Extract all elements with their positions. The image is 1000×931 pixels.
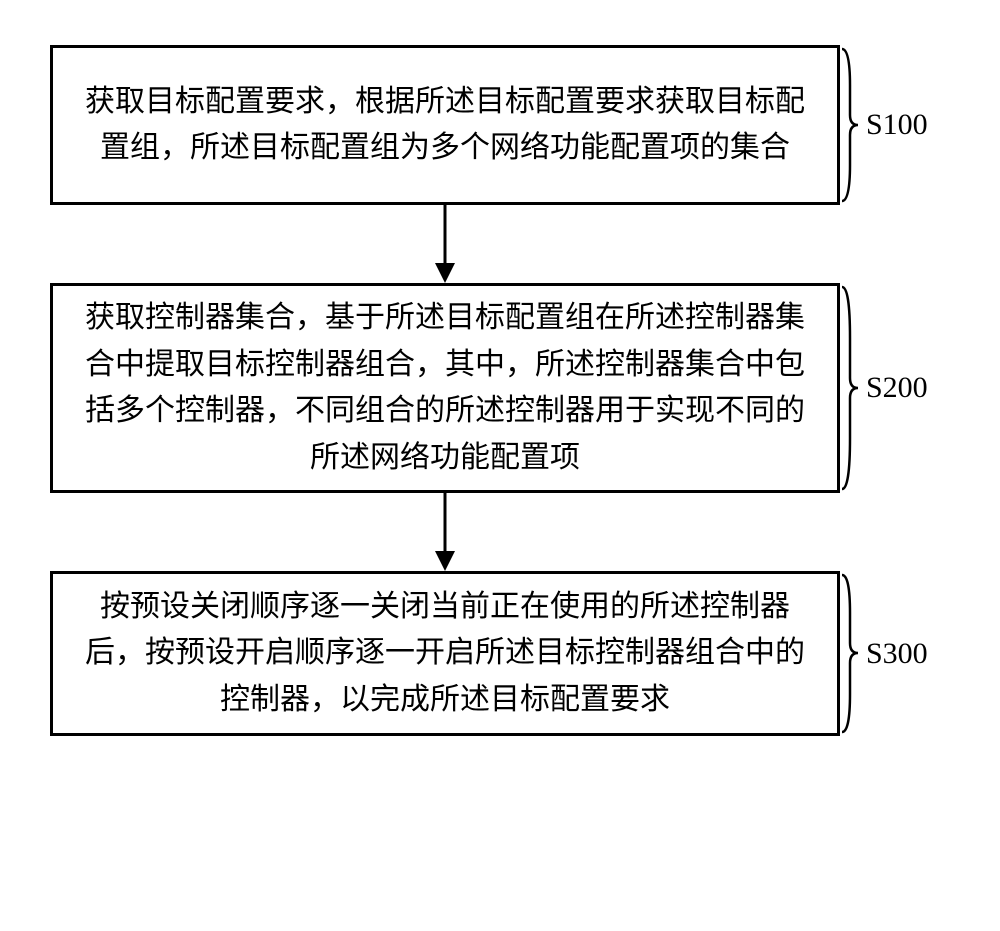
- step-brace-s200: S200: [840, 283, 928, 493]
- brace-icon: [840, 45, 860, 205]
- step-label-s200: S200: [860, 371, 928, 405]
- flowchart-container: 获取目标配置要求，根据所述目标配置要求获取目标配置组，所述目标配置组为多个网络功…: [50, 45, 950, 736]
- step-brace-s300: S300: [840, 571, 928, 736]
- step-box-s100: 获取目标配置要求，根据所述目标配置要求获取目标配置组，所述目标配置组为多个网络功…: [50, 45, 840, 205]
- brace-icon: [840, 283, 860, 493]
- step-row-s300: 按预设关闭顺序逐一关闭当前正在使用的所述控制器后，按预设开启顺序逐一开启所述目标…: [50, 571, 950, 736]
- arrow-s200-s300: [50, 493, 840, 571]
- arrow-s100-s200: [50, 205, 840, 283]
- step-text-s200: 获取控制器集合，基于所述目标配置组在所述控制器集合中提取目标控制器组合，其中，所…: [83, 295, 807, 481]
- step-text-s100: 获取目标配置要求，根据所述目标配置要求获取目标配置组，所述目标配置组为多个网络功…: [83, 79, 807, 172]
- arrow-down-icon: [430, 205, 460, 283]
- step-text-s300: 按预设关闭顺序逐一关闭当前正在使用的所述控制器后，按预设开启顺序逐一开启所述目标…: [83, 584, 807, 724]
- arrow-down-icon: [430, 493, 460, 571]
- step-brace-s100: S100: [840, 45, 928, 205]
- step-row-s100: 获取目标配置要求，根据所述目标配置要求获取目标配置组，所述目标配置组为多个网络功…: [50, 45, 950, 205]
- step-row-s200: 获取控制器集合，基于所述目标配置组在所述控制器集合中提取目标控制器组合，其中，所…: [50, 283, 950, 493]
- step-label-s300: S300: [860, 637, 928, 671]
- step-label-s100: S100: [860, 108, 928, 142]
- brace-icon: [840, 571, 860, 736]
- step-box-s300: 按预设关闭顺序逐一关闭当前正在使用的所述控制器后，按预设开启顺序逐一开启所述目标…: [50, 571, 840, 736]
- step-box-s200: 获取控制器集合，基于所述目标配置组在所述控制器集合中提取目标控制器组合，其中，所…: [50, 283, 840, 493]
